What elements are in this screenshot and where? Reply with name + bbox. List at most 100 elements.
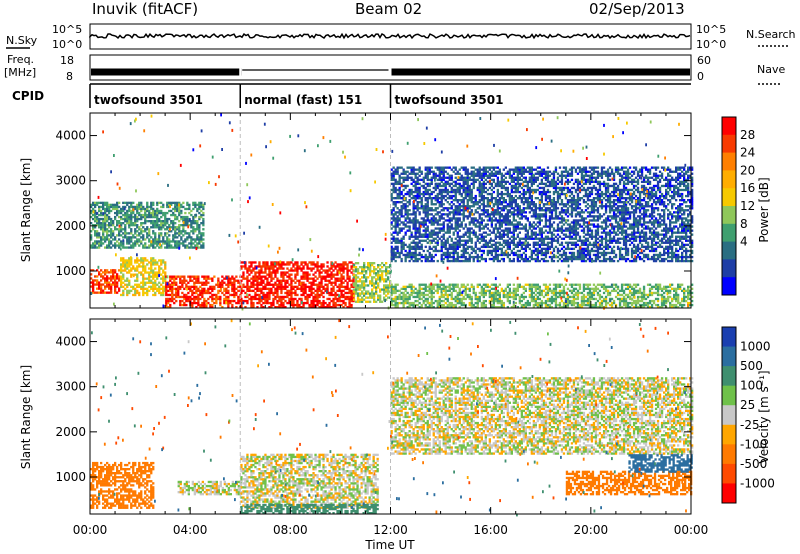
data-cell — [256, 285, 259, 289]
data-cell — [106, 279, 109, 282]
data-cell — [340, 299, 343, 303]
data-cell — [174, 230, 177, 233]
data-cell — [225, 287, 228, 291]
data-cell — [514, 225, 517, 228]
data-cell — [227, 279, 230, 282]
data-cell — [160, 267, 163, 270]
data-cell — [462, 235, 465, 238]
data-cell — [512, 168, 515, 171]
freq-strip: Freq. [MHz] 18 8 60 0 Nave — [4, 53, 785, 85]
data-cell — [406, 192, 409, 196]
data-cell — [136, 217, 139, 221]
data-cell — [352, 298, 356, 301]
data-cell — [446, 251, 449, 255]
data-cell — [194, 240, 197, 243]
data-cell — [526, 184, 529, 188]
data-cell — [454, 166, 457, 169]
data-cell — [152, 242, 155, 245]
data-cell — [266, 287, 269, 291]
data-cell — [468, 211, 471, 214]
data-cell — [520, 199, 523, 202]
data-cell — [217, 295, 220, 299]
data-cell — [379, 296, 382, 299]
data-cell — [140, 271, 143, 274]
data-cell — [546, 190, 550, 194]
data-cell — [202, 242, 205, 245]
data-cell — [198, 246, 201, 249]
data-cell — [142, 277, 145, 280]
data-cell — [512, 178, 515, 182]
data-cell — [470, 166, 473, 169]
data-cell — [392, 249, 395, 253]
data-cell — [381, 270, 384, 273]
data-cell — [482, 211, 485, 214]
data-cell — [460, 192, 463, 196]
data-cell — [116, 213, 119, 217]
data-cell — [138, 211, 141, 215]
data-cell — [426, 235, 429, 238]
data-cell — [274, 297, 277, 301]
data-cell — [520, 174, 523, 177]
data-cell — [213, 287, 216, 291]
data-cell — [174, 246, 177, 249]
data-cell — [160, 240, 163, 243]
data-cell — [414, 184, 417, 188]
data-cell — [414, 172, 417, 175]
data-cell — [302, 281, 305, 284]
data-cell — [510, 231, 513, 234]
data-cell — [530, 235, 533, 238]
data-cell — [302, 265, 305, 268]
data-cell — [258, 273, 261, 276]
data-cell — [211, 293, 214, 297]
data-cell — [508, 237, 511, 240]
data-cell — [202, 205, 205, 209]
data-cell — [488, 239, 491, 242]
data-cell — [432, 170, 435, 173]
data-cell — [536, 257, 539, 261]
data-cell — [120, 215, 123, 219]
data-cell — [532, 221, 535, 224]
data-cell — [436, 192, 439, 196]
data-cell — [390, 213, 393, 216]
data-cell — [488, 166, 491, 169]
data-cell — [506, 215, 509, 218]
data-cell — [502, 245, 505, 249]
data-cell — [466, 215, 469, 218]
data-cell — [276, 289, 279, 293]
data-cell — [484, 245, 487, 249]
data-cell — [189, 295, 192, 299]
data-cell — [432, 237, 435, 240]
data-cell — [512, 184, 515, 188]
data-cell — [152, 275, 155, 278]
data-cell — [542, 186, 546, 190]
data-cell — [156, 213, 159, 217]
data-cell — [268, 295, 271, 299]
data-cell — [375, 272, 378, 275]
data-cell — [428, 253, 431, 257]
data-cell — [458, 203, 461, 206]
data-cell — [488, 186, 491, 190]
data-cell — [422, 249, 425, 253]
data-cell — [442, 209, 445, 212]
data-cell — [468, 253, 471, 257]
data-cell — [534, 249, 537, 253]
data-cell — [422, 223, 425, 226]
data-cell — [482, 249, 485, 253]
data-cell — [104, 230, 107, 233]
data-cell — [324, 306, 327, 309]
data-cell — [165, 285, 168, 289]
data-cell — [120, 257, 123, 260]
data-cell — [398, 211, 401, 214]
data-cell — [336, 265, 339, 268]
data-cell — [420, 197, 423, 200]
data-cell — [456, 253, 459, 257]
data-cell — [412, 253, 415, 257]
data-cell — [227, 291, 230, 295]
data-cell — [516, 166, 519, 169]
data-cell — [438, 203, 441, 206]
data-cell — [90, 203, 93, 207]
data-cell — [322, 275, 325, 278]
data-cell — [373, 286, 376, 289]
data-cell — [258, 295, 261, 299]
data-cell — [400, 172, 403, 175]
